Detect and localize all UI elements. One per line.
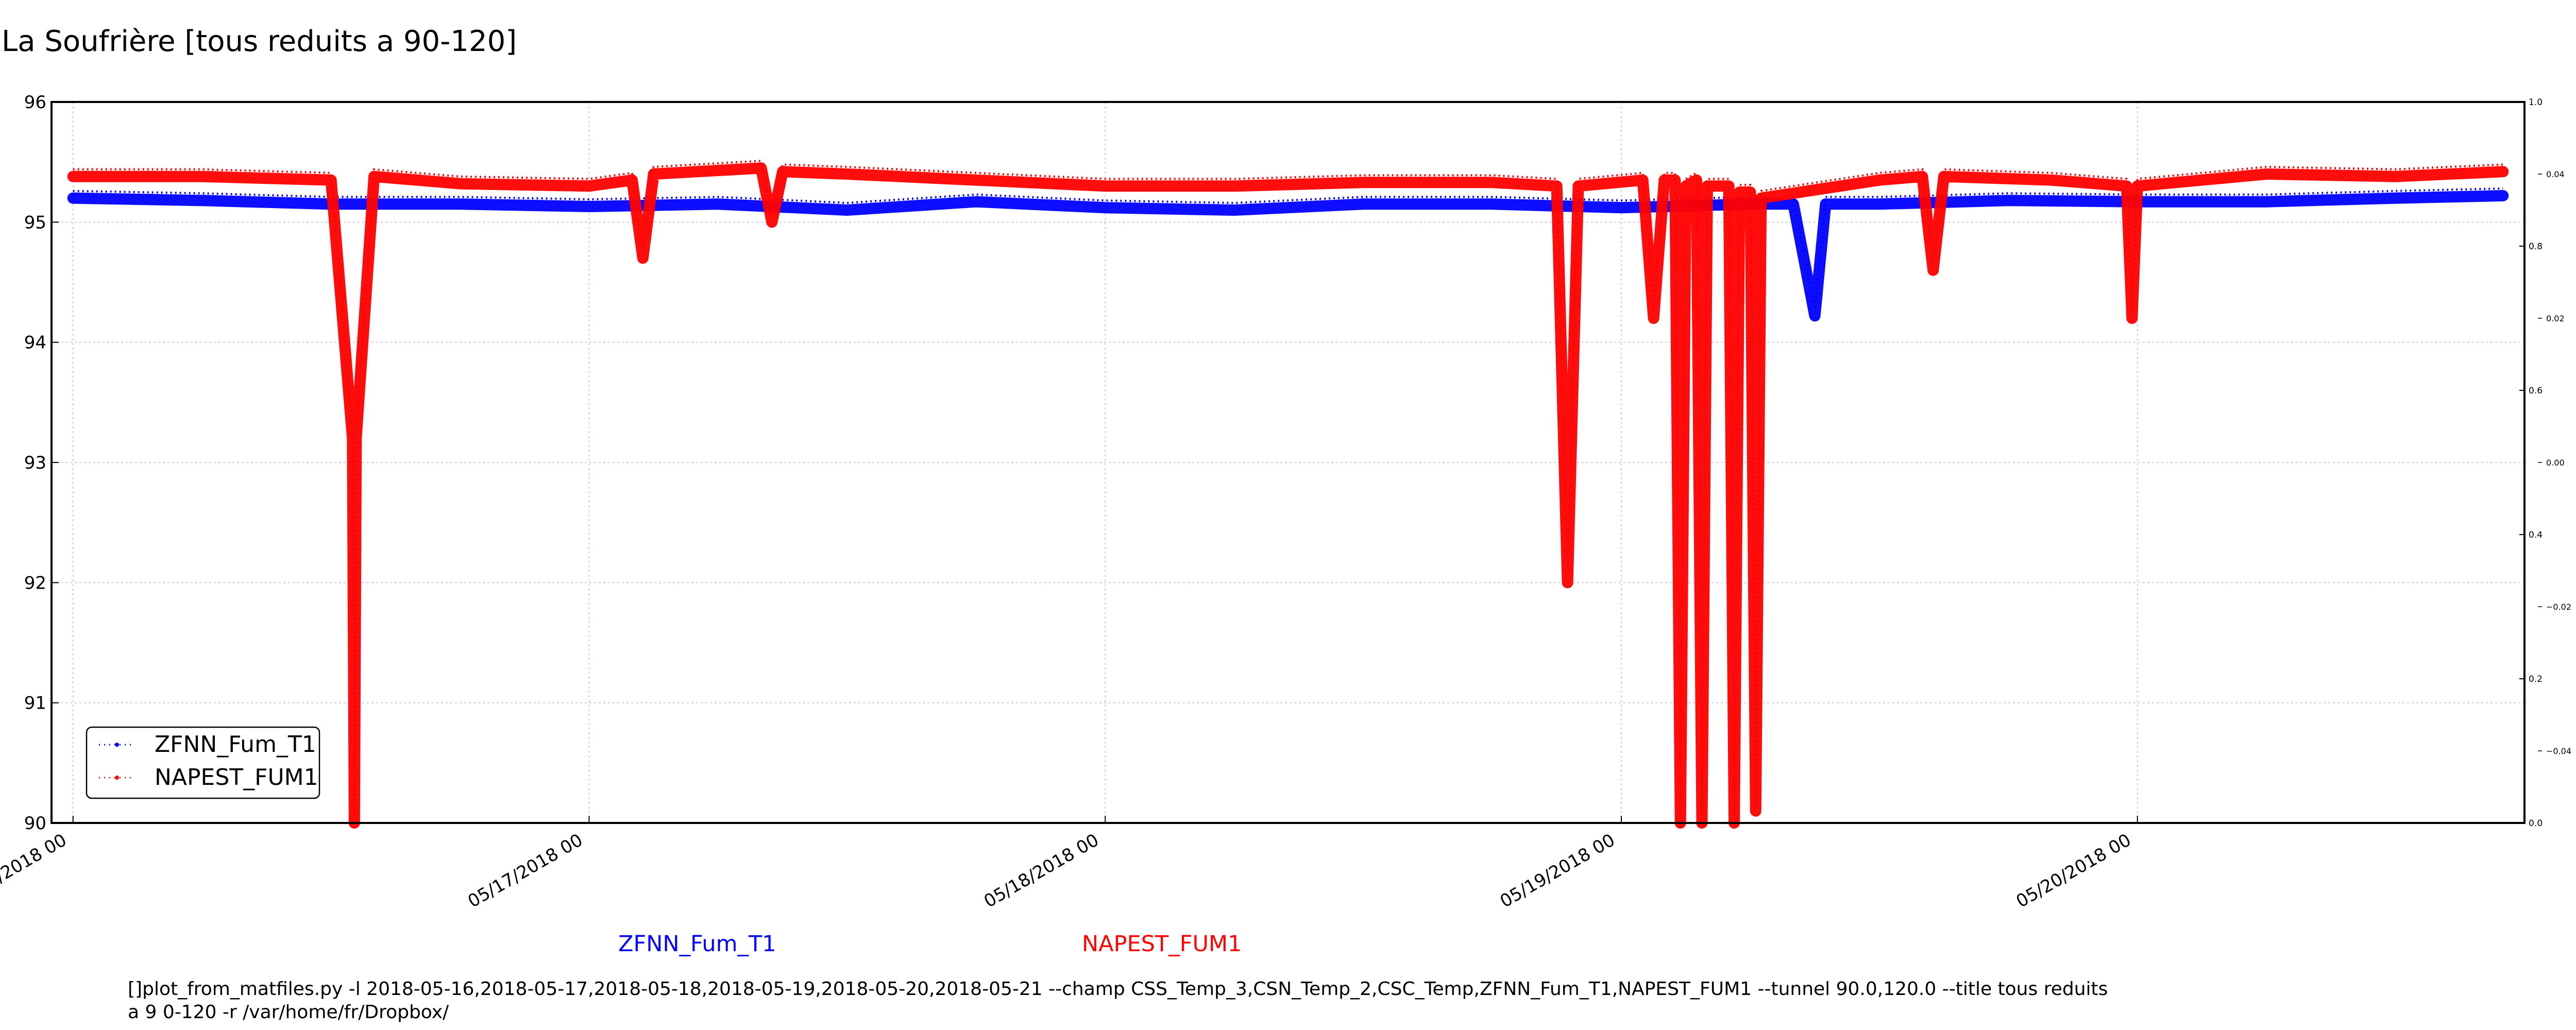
x-tick-label: 05/17/2018 00 [464,830,586,912]
series-line-zfnn_fum_t1 [67,190,2509,322]
x-tick-label: 05/19/2018 00 [1497,830,1619,912]
y-tick-label: 92 [24,573,46,593]
y-tick-label: 96 [24,92,46,113]
series-scatter-zfnn_fum_t1 [73,187,2503,309]
series-line-napest_fum1 [67,162,2509,829]
right-tick-label: 0.0 [2529,818,2543,829]
inner-right-tick-label: −0.04 [2546,746,2571,756]
x-tick-label: 05/20/2018 00 [2013,830,2135,912]
series-label-zfnn: ZFNN_Fum_T1 [618,931,776,957]
series-scatter-napest_fum1 [73,160,2503,816]
legend-box [86,726,320,799]
inner-right-tick-label: 0.04 [2546,169,2565,179]
legend: ZFNN_Fum_T1 NAPEST_FUM1 [86,726,320,799]
x-tick-label: 05/16/2018 00 [0,830,70,912]
y-tick-label: 91 [24,693,46,714]
y-tick-label: 94 [24,333,46,353]
chart-title: La Soufrière [tous reduits a 90-120] [2,25,517,58]
grid [52,102,2524,823]
series-layer [67,160,2509,829]
inner-right-tick-label: 0.00 [2546,458,2565,468]
right-tick-label: 0.2 [2529,674,2543,684]
right-tick-label: 1.0 [2529,97,2543,108]
right-tick-label: 0.4 [2529,530,2543,540]
right-tick-label: 0.8 [2529,242,2543,252]
axes: 90 91 92 93 94 95 96 05/16/2018 00 05/17/2018 00… [0,92,2571,912]
y-tick-label: 90 [24,813,46,834]
y-tick-label: 93 [24,453,46,473]
legend-dot-zfnn [115,743,119,747]
legend-dot-napest [115,776,119,780]
y-tick-label: 95 [24,212,46,233]
legend-label-napest: NAPEST_FUM1 [155,764,318,791]
command-line-text: []plot_from_matfiles.py -l 2018-05-16,20… [128,978,2108,1023]
inner-right-tick-label: −0.02 [2546,602,2571,612]
legend-label-zfnn: ZFNN_Fum_T1 [155,731,316,758]
right-tick-label: 0.6 [2529,386,2543,396]
x-tick-label: 05/18/2018 00 [980,830,1103,912]
inner-right-tick-label: 0.02 [2546,314,2565,323]
series-label-napest: NAPEST_FUM1 [1082,931,1242,957]
